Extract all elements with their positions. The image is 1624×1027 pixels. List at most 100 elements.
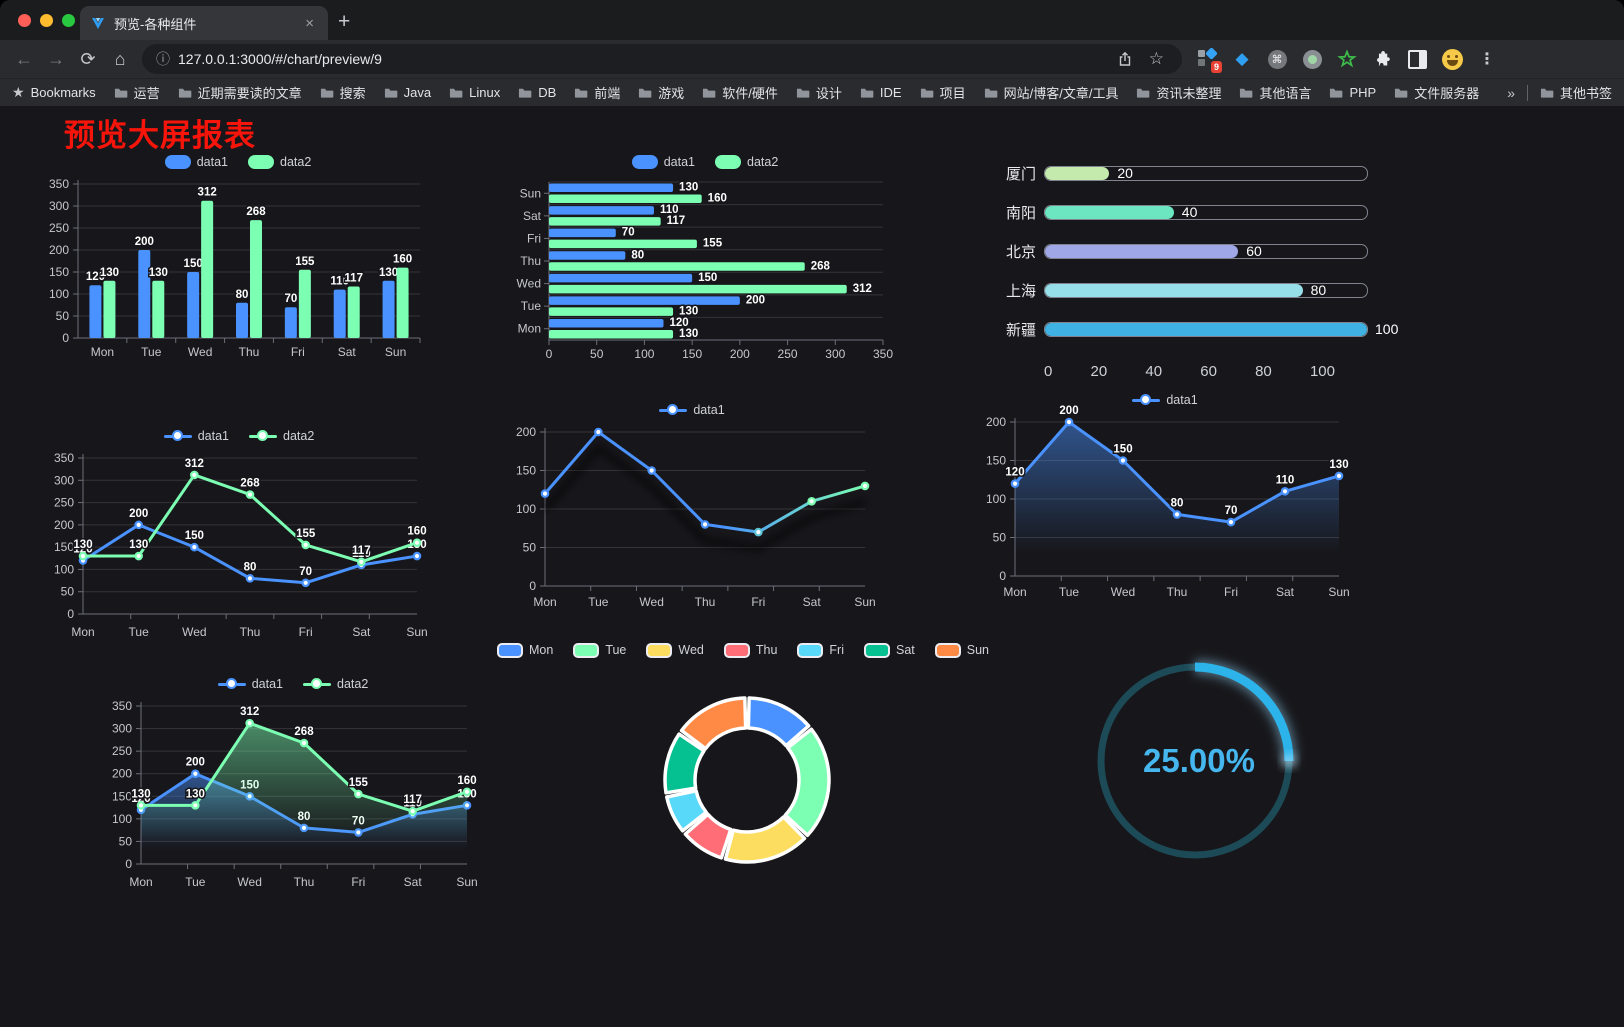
recorder-extension-icon[interactable]: [1301, 48, 1323, 70]
bookmark-folder[interactable]: 网站/博客/文章/工具: [984, 83, 1118, 102]
bar: [250, 220, 262, 338]
bookmarks-overflow-chevron[interactable]: »: [1507, 84, 1515, 101]
menu-kebab-icon[interactable]: ⋮: [1479, 51, 1495, 68]
bookmark-folder[interactable]: 其他语言: [1239, 83, 1311, 102]
bookmark-folder[interactable]: 设计: [796, 83, 842, 102]
legend-item[interactable]: Tue: [573, 642, 626, 658]
chart-capsule-bar[interactable]: 厦门 20 南阳 40 北京 60 上海 80 新疆 100 0 20 40 60 80 100: [988, 152, 1401, 380]
tab-close-icon[interactable]: ×: [305, 14, 314, 32]
line-series-data2[interactable]: 130 130 312 268 155 117 160: [130, 705, 478, 864]
legend-item[interactable]: data1: [164, 155, 228, 169]
home-button[interactable]: ⌂: [114, 48, 126, 69]
bookmark-folder[interactable]: 项目: [920, 83, 966, 102]
address-bar[interactable]: ⓘ 127.0.0.1:3000/#/chart/preview/9 ☆: [142, 44, 1182, 74]
new-tab-button[interactable]: +: [338, 10, 351, 33]
url-text[interactable]: 127.0.0.1:3000/#/chart/preview/9: [178, 51, 382, 67]
other-bookmarks-folder[interactable]: 其他书签: [1540, 83, 1612, 102]
chart-horizontal-bar[interactable]: data1 data2 0 50 100 150 200 250 300 350 Sun Sat Fri…: [505, 150, 905, 366]
chart-donut-pie[interactable]: Mon Tue Wed Thu Fri Sat Sun: [496, 638, 989, 890]
bar: [549, 273, 693, 283]
pie-slice-Tue[interactable]: [783, 727, 831, 838]
chart-dual-area-line[interactable]: data1 data2 0 50 100 150 200 250 300 350 Mon Tue Wed…: [103, 672, 483, 892]
legend-item[interactable]: data2: [248, 155, 311, 169]
chart-gauge-ring[interactable]: 25.00%: [1045, 651, 1345, 877]
bookmark-folder[interactable]: 游戏: [638, 83, 684, 102]
svg-text:0: 0: [529, 579, 536, 593]
data-point: [136, 801, 146, 810]
legend-item[interactable]: data1: [659, 403, 725, 417]
bookmark-star-icon[interactable]: ☆: [1148, 49, 1164, 68]
close-window-button[interactable]: [18, 14, 31, 27]
minimize-window-button[interactable]: [40, 14, 53, 27]
legend-item[interactable]: Sun: [934, 642, 989, 658]
legend-item[interactable]: data2: [249, 429, 314, 443]
hbar-series-data2[interactable]: 160 117 155 268 312 130 130: [549, 191, 873, 341]
pie-slice-Thu[interactable]: [683, 812, 733, 860]
legend-item[interactable]: Sat: [864, 642, 915, 658]
bar-series-data2[interactable]: 130 130 312 268 155 117 160: [98, 185, 414, 338]
legend-item[interactable]: Mon: [496, 642, 553, 658]
bookmark-folder[interactable]: 搜索: [320, 83, 366, 102]
site-info-icon[interactable]: ⓘ: [156, 51, 170, 67]
bookmarks-manager-item[interactable]: ★ Bookmarks: [12, 84, 96, 101]
pie-slice-Sat[interactable]: [663, 732, 706, 795]
bookmark-folder[interactable]: Linux: [449, 85, 500, 100]
bookmark-folder[interactable]: 前端: [574, 83, 620, 102]
svg-text:312: 312: [185, 458, 204, 470]
legend-item[interactable]: data1: [163, 429, 229, 443]
pie-slice-Wed[interactable]: [723, 815, 807, 864]
legend-item[interactable]: data1: [217, 677, 283, 691]
capsule-row[interactable]: 厦门 20: [988, 154, 1368, 193]
legend-item[interactable]: Thu: [723, 642, 777, 658]
command-extension-icon[interactable]: ⌘: [1266, 48, 1288, 70]
capsule-row[interactable]: 上海 80: [988, 271, 1368, 310]
tab-title: 预览-各种组件: [114, 16, 197, 32]
pie-slice-Fri[interactable]: [665, 789, 708, 833]
back-button[interactable]: ←: [15, 48, 33, 69]
forward-button[interactable]: →: [47, 48, 65, 69]
capsule-row[interactable]: 南阳 40: [988, 193, 1368, 232]
tab-manager-extension-icon[interactable]: 9: [1196, 47, 1222, 73]
chart-area-line[interactable]: data1 0 50 100 150 200 Mon Tue Wed Thu Fri Sat Sun 12…: [975, 388, 1355, 602]
svg-text:200: 200: [112, 767, 132, 781]
reload-button[interactable]: ⟳: [80, 48, 96, 69]
capsule-row[interactable]: 北京 60: [988, 232, 1368, 271]
legend-item[interactable]: data2: [303, 677, 368, 691]
capsule-row[interactable]: 新疆 100: [988, 310, 1398, 349]
bookmark-folder-label: 近期需要读的文章: [197, 86, 302, 101]
share-icon[interactable]: [1117, 51, 1133, 67]
bookmark-folder[interactable]: PHP: [1329, 85, 1376, 100]
bookmark-folder[interactable]: 近期需要读的文章: [178, 83, 302, 102]
bookmark-folder[interactable]: 文件服务器: [1394, 83, 1479, 102]
legend-item[interactable]: Fri: [797, 642, 844, 658]
chart-grouped-bar[interactable]: data1 data2 0 50 100 150 200 250 300 350 Mon Tue Wed…: [42, 150, 434, 364]
legend-item[interactable]: data2: [715, 155, 778, 169]
profile-avatar[interactable]: [1441, 48, 1463, 70]
bookmark-folder[interactable]: DB: [518, 85, 556, 100]
bookmark-folder[interactable]: IDE: [860, 85, 902, 100]
line-series-data1[interactable]: 120 200 150 80 70 110 130: [1004, 404, 1350, 576]
svg-text:Sun: Sun: [854, 595, 875, 609]
bookmark-folder[interactable]: Java: [384, 85, 431, 100]
legend-item[interactable]: data1: [631, 155, 695, 169]
chart-gradient-line[interactable]: data1 0 50 100 150 200 Mon Tue Wed Thu Fri Sat Sun: [505, 398, 879, 612]
line-series-data1[interactable]: [540, 427, 870, 552]
line-series-data2[interactable]: 130 130 312 268 155 117 160: [72, 456, 428, 567]
legend-item[interactable]: Wed: [646, 642, 704, 658]
bar-series-data1[interactable]: 120 200 150 80 70 110 130: [84, 235, 400, 338]
legend-item[interactable]: data1: [1132, 393, 1198, 407]
bookmark-folder[interactable]: 软件/硬件: [702, 83, 778, 102]
bookmark-folder[interactable]: 资讯未整理: [1136, 83, 1221, 102]
bookmark-folder[interactable]: 运营: [114, 83, 160, 102]
svg-text:150: 150: [49, 265, 69, 279]
gem-extension-icon[interactable]: ◆: [1235, 49, 1249, 68]
zoom-window-button[interactable]: [62, 14, 75, 27]
puzzle-extensions-icon[interactable]: [1371, 48, 1393, 70]
sidebar-icon[interactable]: [1406, 48, 1428, 70]
pie-slice-Sun[interactable]: [679, 696, 748, 751]
star-extension-icon[interactable]: [1336, 48, 1358, 70]
browser-tab[interactable]: 预览-各种组件 ×: [80, 6, 328, 40]
chart-dual-line[interactable]: data1 data2 0 50 100 150 200 250 300 350 Mon Tue Wed…: [45, 424, 433, 642]
pie-slice-Mon[interactable]: [746, 696, 811, 748]
